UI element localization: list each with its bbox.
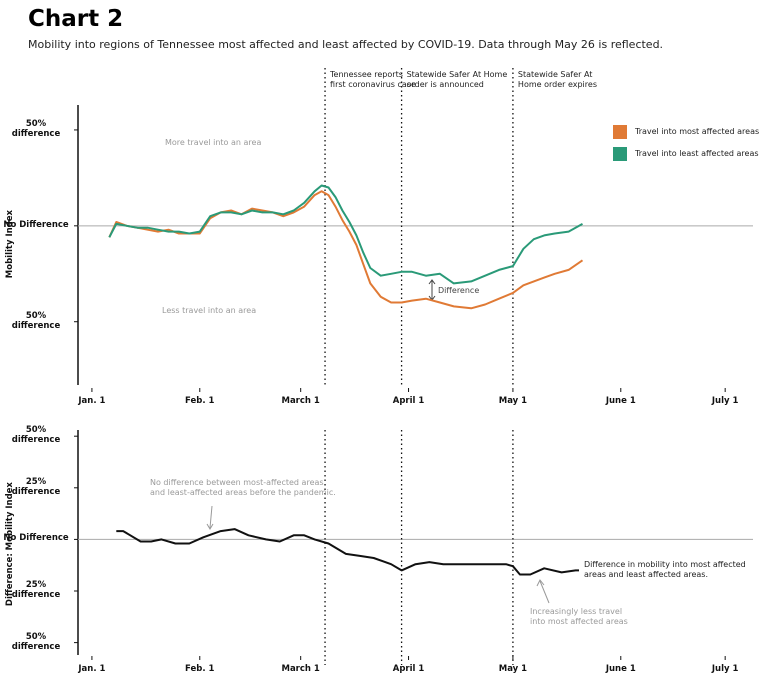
event-label: Statewide Safer At Home order expires (517, 70, 597, 89)
annotation: No difference between most-affected area… (150, 478, 336, 497)
annotation: More travel into an area (165, 138, 262, 147)
series-line (108, 184, 583, 285)
legend-swatch (613, 125, 627, 139)
y-tick-label: 50% difference (11, 631, 61, 652)
legend-label: Travel into least affected areas (635, 149, 759, 158)
x-tick-label: Jan. 1 (78, 396, 106, 406)
event-label: Tennessee reports first coronavirus case (330, 70, 416, 89)
x-tick-label: Feb. 1 (185, 396, 215, 406)
y-tick-label: 50% difference (11, 118, 61, 140)
x-tick-label: March 1 (281, 664, 320, 674)
series-line (116, 528, 579, 576)
annotation: Difference in mobility into most affecte… (584, 560, 746, 579)
series-line (108, 190, 584, 310)
legend-swatch (613, 147, 627, 161)
event-label: Statewide Safer At Home order is announc… (406, 70, 508, 89)
x-tick-label: March 1 (281, 396, 320, 406)
y-axis-label: Difference: Mobility Index (4, 482, 15, 607)
y-tick-label: No Difference (3, 219, 69, 230)
y-tick-label: 50% difference (11, 310, 61, 331)
difference-arrow (428, 279, 436, 301)
x-tick-label: July 1 (711, 396, 739, 406)
y-tick-label: 25% difference (11, 580, 61, 601)
x-tick-label: April 1 (392, 396, 425, 406)
legend-label: Travel into most affected areas (635, 127, 760, 136)
annotation: Difference (438, 286, 480, 295)
annotation: Increasingly less travel into most affec… (530, 607, 628, 626)
x-tick-label: Feb. 1 (185, 664, 215, 674)
page-subtitle: Mobility into regions of Tennessee most … (28, 38, 664, 51)
annotation-arrow (206, 505, 550, 604)
x-tick-label: May 1 (498, 396, 528, 406)
x-tick-label: April 1 (392, 664, 425, 674)
page-title: Chart 2 (28, 6, 124, 32)
y-tick-label: 50% difference (11, 425, 61, 446)
x-tick-label: June 1 (605, 396, 636, 406)
x-tick-label: Jan. 1 (78, 664, 106, 674)
y-tick-label: 25% difference (11, 476, 61, 497)
y-tick-label: No Difference (3, 533, 69, 544)
annotation: Less travel into an area (162, 306, 257, 315)
x-tick-label: June 1 (605, 664, 636, 674)
x-tick-label: May 1 (498, 664, 528, 674)
x-tick-label: July 1 (711, 664, 739, 674)
